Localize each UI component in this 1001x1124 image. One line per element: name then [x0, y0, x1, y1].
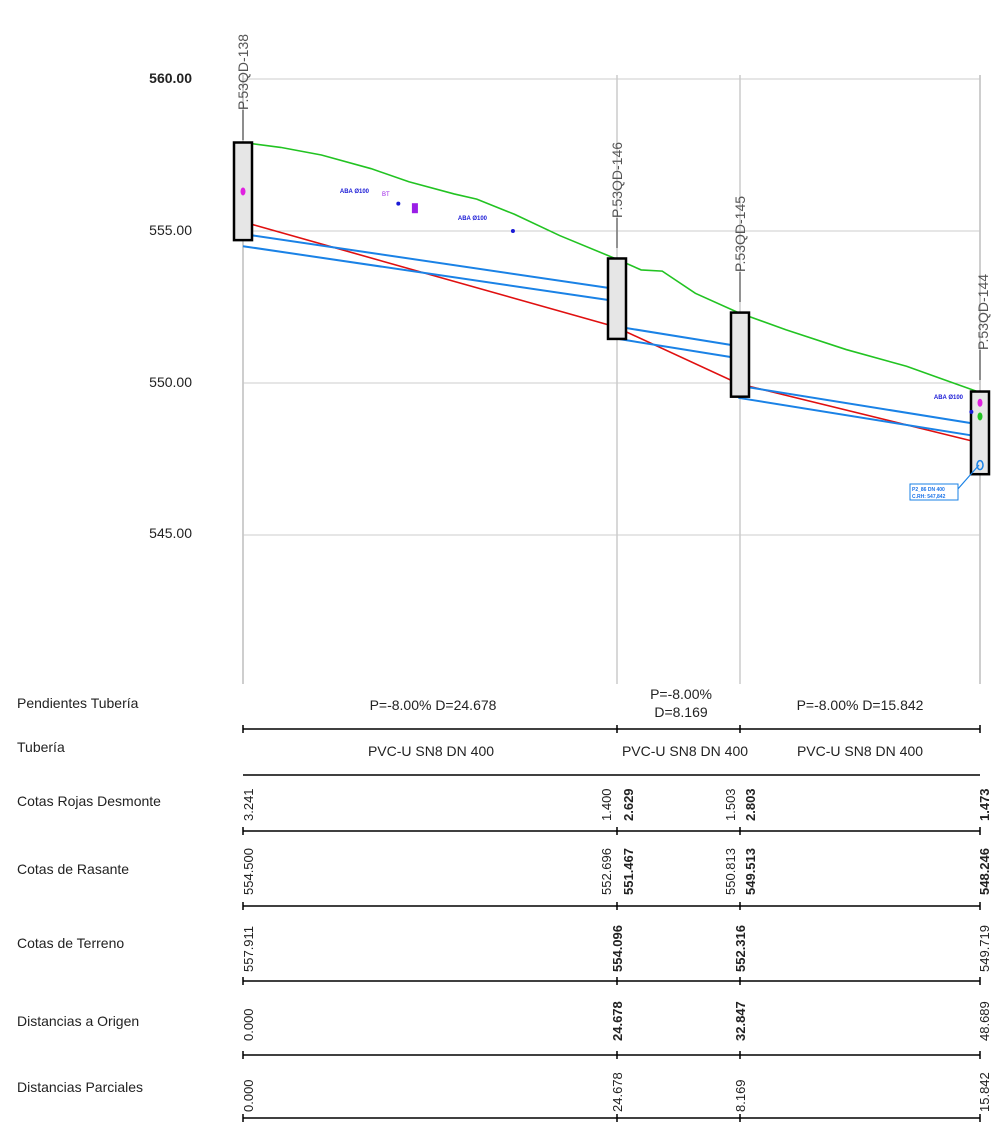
segment-texts: P=-8.00% D=24.678 P=-8.00% D=8.169 P=-8.…: [368, 686, 924, 759]
bt-label: BT: [382, 192, 390, 198]
dist-origen-value: 24.678: [610, 1001, 625, 1041]
cota-terreno-value: 549.719: [977, 925, 992, 972]
pendiente-seg1: P=-8.00% D=24.678: [370, 697, 497, 713]
cota-roja-value: 2.629: [621, 788, 636, 821]
pipe-crossing-dot: [969, 409, 974, 414]
manhole-box: [606, 257, 628, 341]
y-tick-label: 560.00: [149, 70, 192, 86]
tuberia-seg2: PVC-U SN8 DN 400: [622, 743, 748, 759]
cota-roja-value: 3.241: [241, 788, 256, 821]
table-values: 3.241 1.400 2.629 1.503 2.803 1.473 554.…: [241, 788, 992, 1112]
pipe-invert-line: [614, 337, 739, 360]
pipe-crossing-label: ABA Ø100: [340, 189, 370, 195]
dist-parcial-value: 0.000: [241, 1079, 256, 1112]
y-tick-label: 545.00: [149, 525, 192, 541]
cota-roja-value: 1.503: [723, 788, 738, 821]
cota-rasante-value: 554.500: [241, 848, 256, 895]
dist-parcial-value: 24.678: [610, 1072, 625, 1112]
callout-box: [909, 483, 959, 501]
row-label-dist-origen: Distancias a Origen: [17, 1013, 139, 1029]
y-axis: 560.00 555.00 550.00 545.00: [149, 70, 192, 541]
pipe-crossing-label: ABA Ø100: [458, 216, 488, 222]
pipe-crown-line: [738, 384, 978, 426]
cota-rasante-value: 551.467: [621, 848, 636, 895]
tuberia-seg1: PVC-U SN8 DN 400: [368, 743, 494, 759]
pendiente-seg3: P=-8.00% D=15.842: [797, 697, 924, 713]
pipe-crown-line: [614, 325, 739, 348]
cota-roja-value: 1.473: [977, 788, 992, 821]
cota-rasante-value: 552.696: [599, 848, 614, 895]
dist-parcial-value: 8.169: [733, 1079, 748, 1112]
pipe-invert-line: [242, 245, 616, 303]
cota-rasante-value: 549.513: [743, 848, 758, 895]
pipe-crossing-label: ABA Ø100: [934, 395, 964, 401]
annotations: ABA Ø100 BT ABA Ø100 ABA Ø100: [340, 189, 974, 414]
dist-origen-value: 0.000: [241, 1008, 256, 1041]
y-tick-label: 550.00: [149, 374, 192, 390]
pipes: [242, 233, 978, 438]
row-label-cotas-rojas: Cotas Rojas Desmonte: [17, 793, 161, 809]
pipe-section-marker: [976, 459, 984, 471]
cota-terreno-value: 557.911: [241, 926, 256, 972]
dist-parcial-value: 15.842: [977, 1072, 992, 1112]
row-label-pendientes: Pendientes Tubería: [17, 695, 139, 711]
bt-marker: [411, 203, 418, 214]
pipe-crown-line: [242, 233, 616, 290]
pipe-crossing-dot: [510, 229, 515, 233]
row-label-tuberia: Tubería: [17, 739, 65, 755]
manhole-label-146: P.53QD-146: [609, 142, 625, 218]
markers: [240, 187, 984, 471]
terrain-line: [242, 141, 978, 393]
callout-leader: [956, 464, 980, 491]
cota-roja-value: 2.803: [743, 788, 758, 821]
manhole-label-145: P.53QD-145: [732, 196, 748, 272]
manhole-marker-magenta: [977, 398, 983, 407]
callout-line1: P2_86 DN 400: [912, 487, 945, 493]
row-label-cotas-rasante: Cotas de Rasante: [17, 861, 129, 877]
dist-origen-value: 48.689: [977, 1001, 992, 1041]
table-lines: [242, 725, 981, 1122]
y-tick-label: 555.00: [149, 222, 192, 238]
cota-terreno-value: 552.316: [733, 925, 748, 972]
tuberia-seg3: PVC-U SN8 DN 400: [797, 743, 923, 759]
pendiente-seg2-line1: P=-8.00%: [650, 686, 712, 702]
cota-roja-value: 1.400: [599, 788, 614, 821]
row-labels: Pendientes Tubería Tubería Cotas Rojas D…: [17, 695, 161, 1095]
manhole-marker-magenta: [240, 187, 246, 196]
manhole-labels: P.53QD-138 P.53QD-146 P.53QD-145 P.53QD-…: [235, 34, 991, 350]
manhole-box: [729, 311, 751, 398]
dist-origen-value: 32.847: [733, 1001, 748, 1041]
manhole-marker-green: [977, 412, 983, 421]
cota-rasante-value: 550.813: [723, 848, 738, 895]
cota-terreno-value: 554.096: [610, 925, 625, 972]
manhole-box: [969, 390, 991, 476]
callout-line2: C.RH: 547,842: [912, 494, 946, 500]
cota-rasante-value: 548.246: [977, 848, 992, 895]
pendiente-seg2-line2: D=8.169: [654, 704, 708, 720]
pipe-callout: P2_86 DN 400 C.RH: 547,842: [909, 464, 980, 501]
row-label-dist-parciales: Distancias Parciales: [17, 1079, 143, 1095]
row-label-cotas-terreno: Cotas de Terreno: [17, 935, 124, 951]
manhole-label-138: P.53QD-138: [235, 34, 251, 110]
pipe-invert-line: [738, 396, 978, 438]
manhole-label-144: P.53QD-144: [975, 274, 991, 350]
pipe-crossing-dot: [396, 201, 401, 206]
